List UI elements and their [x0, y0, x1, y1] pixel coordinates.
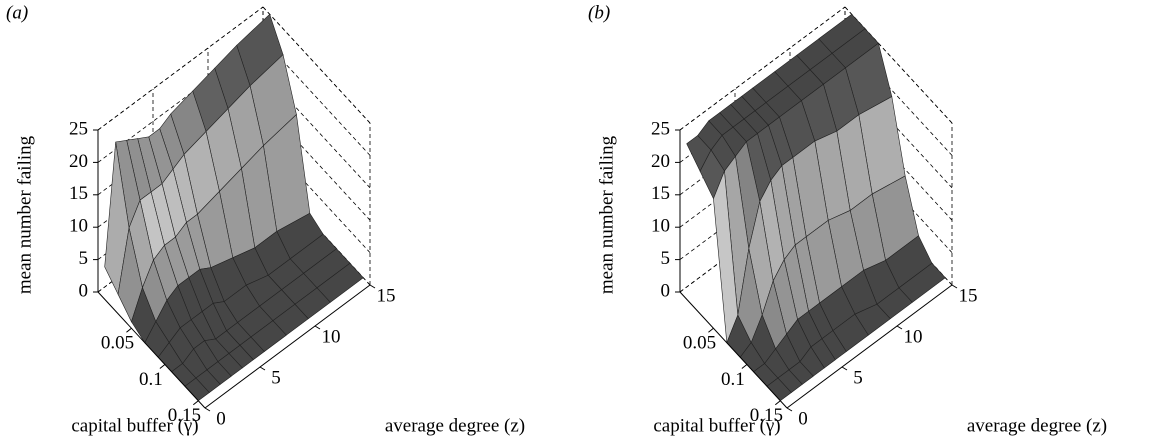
y-tick-label: 5	[271, 367, 281, 388]
x-tick-label: 0.1	[139, 369, 163, 390]
y-tick-label: 10	[322, 326, 341, 347]
grid-line	[844, 6, 953, 124]
z-tick-label: 10	[651, 216, 670, 237]
grid-line	[844, 39, 953, 156]
z-tick-label: 0	[661, 280, 671, 301]
tick-mark	[126, 327, 132, 333]
tick-mark	[841, 366, 848, 371]
x-axis-label: capital buffer (γ)	[71, 415, 198, 436]
z-tick-label: 20	[651, 151, 670, 172]
grid-line	[262, 39, 371, 156]
y-tick-label: 5	[853, 367, 863, 388]
panel: 0 5 10 15 20 25 0.050.10.15 0 5 10 15 (a) mean numbe…	[6, 2, 525, 436]
z-tick-label: 25	[69, 118, 88, 139]
z-tick-label: 15	[69, 183, 88, 204]
tick-mark	[193, 400, 199, 406]
tick-mark	[159, 364, 166, 369]
x-tick-label: 0.15	[168, 405, 201, 426]
y-tick-label: 15	[377, 285, 396, 306]
z-tick-label: 15	[651, 183, 670, 204]
tick-mark	[951, 284, 958, 289]
axis-line	[786, 284, 953, 409]
z-axis-label: mean number failing	[596, 135, 617, 294]
x-axis-label: capital buffer (γ)	[653, 415, 780, 436]
grid-line	[262, 6, 371, 124]
y-tick-label: 0	[216, 408, 226, 429]
x-tick-label: 0.1	[721, 369, 745, 390]
tick-mark	[314, 325, 321, 330]
tick-mark	[204, 407, 211, 412]
z-tick-label: 10	[69, 216, 88, 237]
tick-mark	[896, 325, 903, 330]
tick-mark	[259, 366, 266, 371]
tick-mark	[786, 407, 793, 412]
grid-line	[679, 6, 846, 131]
y-tick-label: 15	[959, 285, 978, 306]
x-tick-label: 0.15	[750, 405, 783, 426]
z-tick-label: 25	[651, 118, 670, 139]
grid-line	[262, 71, 371, 189]
z-axis-label: mean number failing	[14, 135, 35, 294]
axis-line	[679, 291, 788, 409]
z-tick-label: 20	[69, 151, 88, 172]
axis-line	[97, 291, 206, 409]
tick-mark	[775, 400, 781, 406]
z-tick-label: 5	[661, 248, 671, 269]
panel-label: (b)	[588, 2, 610, 23]
tick-mark	[369, 284, 376, 289]
y-tick-label: 0	[798, 408, 808, 429]
z-tick-label: 0	[79, 280, 89, 301]
x-tick-label: 0.05	[101, 333, 134, 354]
grid-line	[844, 71, 953, 189]
grid-line	[262, 136, 371, 253]
grid-line	[97, 6, 264, 131]
tick-mark	[741, 364, 748, 369]
y-axis-label: average degree (z)	[967, 415, 1107, 436]
y-tick-label: 10	[904, 326, 923, 347]
tick-mark	[708, 327, 714, 333]
panel: 0 5 10 15 20 25 0.050.10.15 0 5 10 15 (b) mean numbe…	[588, 2, 1107, 436]
axis-line	[204, 284, 371, 409]
z-tick-label: 5	[79, 248, 89, 269]
x-tick-label: 0.05	[683, 333, 716, 354]
y-axis-label: average degree (z)	[385, 415, 525, 436]
panel-label: (a)	[6, 2, 28, 23]
grid-line	[262, 103, 371, 221]
